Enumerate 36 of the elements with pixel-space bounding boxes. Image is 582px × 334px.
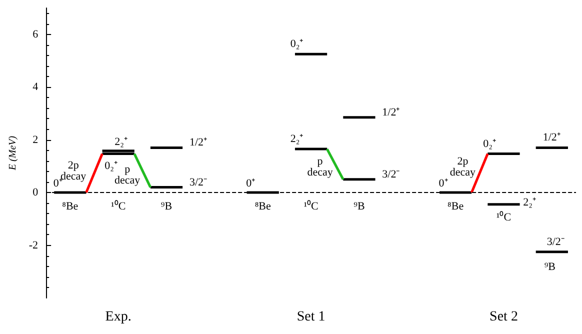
annotation: 1/2⁺ <box>189 136 208 149</box>
annotation: ⁹B <box>544 260 556 273</box>
x-tick-label: Exp. <box>105 310 132 324</box>
y-tick-label: 2 <box>32 134 38 146</box>
annotation: 0₂⁺ <box>290 38 304 50</box>
annotation: 2₂⁺ <box>523 196 536 208</box>
annotation: 2₂⁺ <box>290 133 304 146</box>
annotation: 2₂⁺ <box>114 136 128 148</box>
annotation: 0⁺ <box>53 178 63 190</box>
annotation: 2p decay <box>60 159 87 182</box>
annotation: ⁹B <box>160 200 172 213</box>
annotation: 1/2⁺ <box>542 132 561 144</box>
annotation: 1/2⁺ <box>382 106 400 118</box>
annotation: 3/2⁻ <box>546 236 565 248</box>
annotation: ¹⁰C <box>111 200 126 213</box>
y-tick-label: 0 <box>32 186 39 199</box>
annotation: 3/2⁻ <box>189 176 208 188</box>
annotation: 0⁺ <box>246 178 256 190</box>
x-tick-label: Set 2 <box>490 310 518 324</box>
annotation: ¹⁰C <box>304 200 318 213</box>
annotation: p decay <box>307 156 334 179</box>
annotation: ⁹B <box>354 200 365 213</box>
annotation: 0⁺ <box>438 178 448 190</box>
annotation: 0₂⁺ <box>104 160 118 172</box>
x-tick-label: Set 1 <box>296 310 326 324</box>
y-axis-title: E (MeV) <box>8 135 18 172</box>
y-tick-label: -2 <box>28 239 38 252</box>
annotation: 2p decay <box>450 155 476 178</box>
annotation: ⁸Be <box>254 200 271 213</box>
annotation: 0₂⁺ <box>483 138 496 150</box>
annotation: ¹⁰C <box>496 210 512 224</box>
annotation: 3/2⁻ <box>382 168 400 180</box>
y-tick-label: 6 <box>32 28 39 40</box>
annotation: ⁸Be <box>448 200 464 213</box>
y-tick-label: 4 <box>32 81 39 94</box>
annotation: ⁸Be <box>62 200 78 213</box>
